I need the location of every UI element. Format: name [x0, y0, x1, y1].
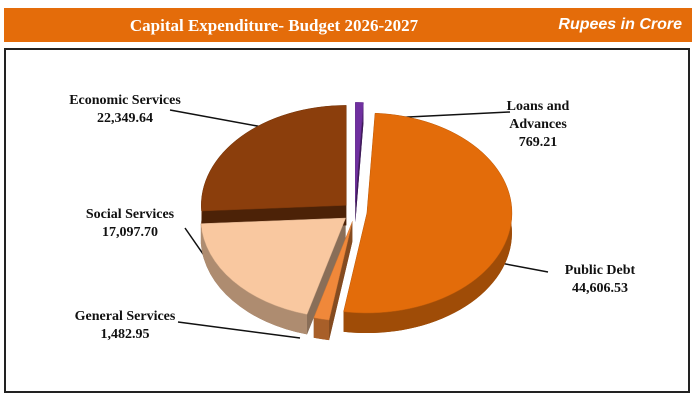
pie-slice — [343, 112, 513, 314]
category-label: Social Services — [85, 207, 175, 222]
category-label: Public Debt — [564, 263, 636, 278]
value-label: 17,097.70 — [102, 225, 158, 240]
pie-slice — [200, 217, 347, 315]
slice-side — [355, 102, 364, 223]
value-label: 1,482.95 — [100, 327, 150, 342]
category-label: Economic Services — [69, 93, 181, 108]
leader-line — [169, 109, 269, 129]
chart-frame — [4, 48, 690, 393]
slice-edge — [313, 317, 330, 341]
unit-label: Rupees in Crore — [558, 16, 682, 33]
header: Capital Expenditure- Budget 2026-2027 Ru… — [4, 8, 692, 42]
slice-label: Economic Services 22,349.64 — [45, 92, 205, 128]
chart-title: Capital Expenditure- Budget 2026-2027 — [129, 16, 419, 35]
value-label: 44,606.53 — [572, 281, 628, 296]
pie-slice — [313, 221, 353, 321]
value-label: 22,349.64 — [97, 111, 153, 126]
slice-label: Loans and Advances 769.21 — [468, 98, 608, 152]
slice-edge — [200, 223, 308, 335]
slice-label: Social Services 17,097.70 — [60, 206, 200, 242]
value-label: 769.21 — [518, 135, 558, 150]
category-label: General Services — [74, 309, 176, 324]
pie-slice — [201, 105, 347, 212]
pie-slice — [355, 102, 364, 203]
leader-line — [177, 321, 301, 339]
slice-label: Public Debt 44,606.53 — [530, 262, 670, 298]
slice-label: General Services 1,482.95 — [55, 308, 195, 344]
category-label: Loans and Advances — [506, 99, 570, 132]
